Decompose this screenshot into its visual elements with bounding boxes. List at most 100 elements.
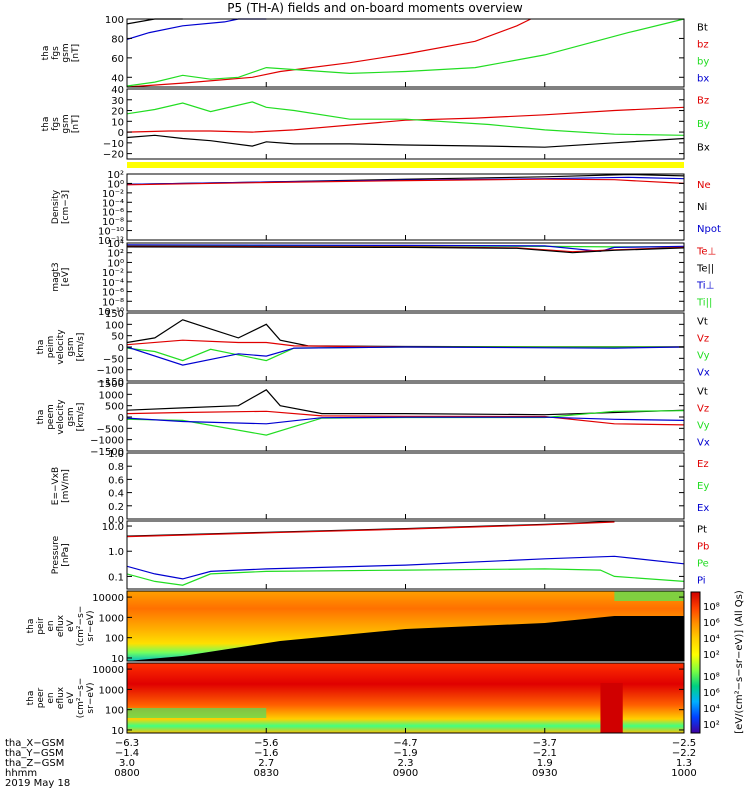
footer-value: 3.0 <box>119 758 135 769</box>
footer-row-label: tha_X−GSM <box>5 738 64 749</box>
series-line <box>126 346 684 362</box>
y-axis-label-line: tha <box>26 691 36 706</box>
y-axis-label-line: en <box>46 692 56 703</box>
y-tick-label: 50 <box>111 332 124 343</box>
y-tick-label: 10 <box>111 726 124 737</box>
legend-entry: Ni <box>697 202 707 213</box>
y-tick-label: −150 <box>97 377 124 388</box>
footer-value: 2.7 <box>258 758 274 769</box>
y-axis-label-line: velocity <box>56 399 66 435</box>
y-axis-label-line: en <box>46 620 56 631</box>
panel-9: 10000 1000 100 10 tha peir en eflux eV (cm²−s− sr−… <box>26 590 685 665</box>
legend-entry: bz <box>697 40 709 51</box>
series-line <box>126 389 685 416</box>
y-axis-label: Pressure [nPa] <box>51 535 71 574</box>
y-tick-label: 40 <box>111 85 124 96</box>
series-line <box>126 555 685 580</box>
y-axis-label-line: sr−eV) <box>86 610 96 641</box>
y-axis-label: tha peer en eflux eV (cm²−s− sr−eV) <box>26 678 96 719</box>
y-tick-label: 10⁻² <box>102 189 124 200</box>
legend-entry: Vz <box>697 334 709 345</box>
y-axis-label-line: tha <box>41 46 51 61</box>
series-line <box>126 520 615 537</box>
y-axis-label-line: [cm−3] <box>61 190 71 224</box>
series-line <box>126 568 685 586</box>
y-tick-label: 0.6 <box>108 475 124 486</box>
heatmap-highE <box>614 591 684 601</box>
y-tick-label: 0.4 <box>108 489 124 500</box>
y-tick-label: 10⁻¹⁰ <box>98 307 124 318</box>
colorbar-tick: 10⁶ <box>703 618 720 629</box>
colorbar-tick: 10² <box>703 720 720 731</box>
y-tick-label: 80 <box>111 34 124 45</box>
y-axis-label-line: gsm <box>61 114 71 133</box>
footer-value: −4.7 <box>393 738 417 749</box>
y-tick-label: −10 <box>103 139 124 150</box>
legend-entry: bx <box>697 74 709 85</box>
colorbar: 10⁸ 10⁶ 10⁴ 10² 10⁸ 10⁶ 10⁴ 10² [eV/(cm²−s−sr−eV… <box>690 590 745 734</box>
y-axis-label-line: sr−eV) <box>86 682 96 713</box>
y-tick-label: 30 <box>111 96 124 107</box>
legend-entry: Bz <box>697 96 709 107</box>
series-line <box>126 521 615 538</box>
y-tick-label: −1000 <box>90 436 124 447</box>
y-tick-label: −1500 <box>90 447 124 458</box>
y-axis-label: tha peir en eflux eV (cm²−s− sr−eV) <box>26 606 96 647</box>
heatmap-band <box>127 708 267 718</box>
y-axis-label-line: tha <box>41 117 51 132</box>
y-axis-label-line: magt3 <box>51 262 61 291</box>
y-tick-label: 60 <box>111 54 124 65</box>
y-tick-label: 150 <box>105 309 124 320</box>
y-tick-label: 0 <box>118 413 124 424</box>
footer-value: −5.6 <box>254 738 278 749</box>
legend-entry: Pi <box>697 576 706 587</box>
y-axis-label-line: fgs <box>51 117 61 131</box>
y-tick-label: 10000 <box>92 593 124 604</box>
y-tick-label: 10⁻⁴ <box>102 198 124 209</box>
panel-frame <box>126 520 685 590</box>
legend-entry: Ex <box>697 503 709 514</box>
y-axis-label-line: [km/s] <box>76 403 86 432</box>
y-axis-label-line: [mV/m] <box>61 469 71 503</box>
y-tick-label: 0.8 <box>108 462 124 473</box>
colorbar-tick: 10⁴ <box>703 704 720 715</box>
series-line <box>126 101 685 136</box>
y-tick-label: 10⁻⁶ <box>102 288 124 299</box>
y-tick-label: 0 <box>118 128 124 139</box>
y-axis-label: magt3 [eV] <box>51 262 71 291</box>
legend-entry: Te⊥ <box>696 247 716 258</box>
series-line <box>126 178 685 186</box>
legend-entry: Vy <box>697 351 710 362</box>
y-axis-label: tha fgs gsm [nT] <box>41 43 81 62</box>
legend-entry: Ti⊥ <box>696 281 714 292</box>
legend-entry: Vz <box>697 404 709 415</box>
footer-value: −2.5 <box>672 738 696 749</box>
y-tick-label: 10⁴ <box>107 239 124 250</box>
colorbar-scale <box>690 591 701 734</box>
chart-title: P5 (TH-A) fields and on-board moments ov… <box>227 1 523 15</box>
y-tick-label: 1.0 <box>108 547 124 558</box>
y-tick-label: 10⁻⁸ <box>102 217 124 228</box>
footer-value: 1.9 <box>537 758 553 769</box>
y-tick-label: 100 <box>105 706 124 717</box>
y-axis-label-line: fgs <box>51 46 61 60</box>
y-tick-label: 10⁻⁶ <box>102 208 124 219</box>
legend-entry: By <box>697 119 710 130</box>
legend-entry: Pe <box>697 559 709 570</box>
y-axis-label-line: E=−VxB <box>51 467 61 505</box>
y-tick-label: 0.0 <box>108 515 124 526</box>
footer-value: 1.3 <box>676 758 692 769</box>
y-tick-label: 10⁰ <box>107 258 124 269</box>
footer-value: 0900 <box>393 768 418 779</box>
legend-entry: Ey <box>697 481 709 492</box>
series-line <box>126 134 685 148</box>
y-tick-label: 10 <box>111 654 124 665</box>
y-tick-label: 0 <box>118 343 124 354</box>
heatmap-nodata <box>127 616 684 661</box>
footer-date: 2019 May 18 <box>5 778 70 789</box>
y-tick-label: 10.0 <box>102 522 124 533</box>
panel-1: 100 80 60 40 tha fgs gsm [nT] Bt bz by bx <box>41 15 709 88</box>
